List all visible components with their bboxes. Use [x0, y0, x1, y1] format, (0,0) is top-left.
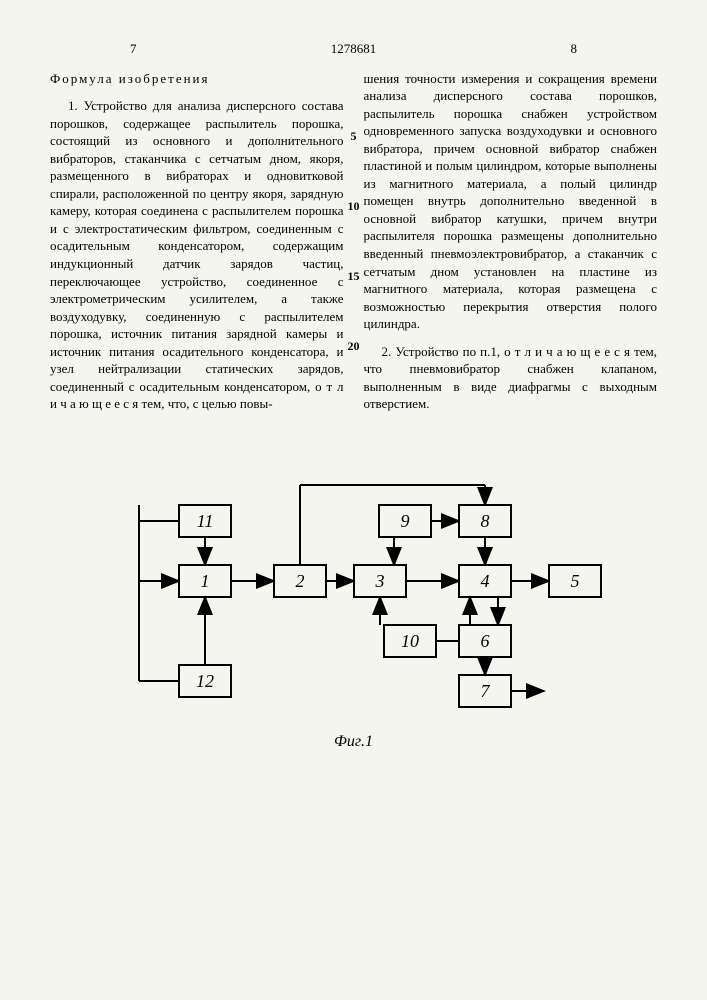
flowchart-svg: 119812345106127: [94, 465, 614, 725]
line-mark: 5: [351, 128, 357, 144]
figure-label: Фиг.1: [50, 731, 657, 753]
claim-1-part-a: 1. Устройство для анализа дисперсного со…: [50, 97, 344, 413]
left-column: Формула изобретения 1. Устройство для ан…: [50, 70, 344, 415]
svg-text:7: 7: [480, 681, 490, 701]
svg-text:6: 6: [480, 631, 489, 651]
page-num-right: 8: [571, 40, 578, 58]
doc-number: 1278681: [137, 40, 571, 58]
svg-text:5: 5: [570, 571, 579, 591]
page-header: 7 1278681 8: [50, 40, 657, 58]
line-mark: 20: [348, 338, 360, 354]
claim-2: 2. Устройство по п.1, о т л и ч а ю щ е …: [364, 343, 658, 413]
right-column: шения точности измерения и сокращения вр…: [364, 70, 658, 415]
line-mark: 10: [348, 198, 360, 214]
diagram: 119812345106127: [50, 465, 657, 725]
claim-1-part-b: шения точности измерения и сокращения вр…: [364, 70, 658, 333]
svg-text:8: 8: [480, 511, 489, 531]
svg-text:10: 10: [401, 631, 419, 651]
svg-text:2: 2: [295, 571, 304, 591]
svg-text:4: 4: [480, 571, 489, 591]
formula-title: Формула изобретения: [50, 70, 344, 88]
svg-text:12: 12: [196, 671, 214, 691]
svg-text:11: 11: [196, 511, 213, 531]
line-mark: 15: [348, 268, 360, 284]
text-body: 5 10 15 20 Формула изобретения 1. Устрой…: [50, 70, 657, 415]
svg-text:1: 1: [200, 571, 209, 591]
svg-text:9: 9: [400, 511, 409, 531]
svg-text:3: 3: [374, 571, 384, 591]
